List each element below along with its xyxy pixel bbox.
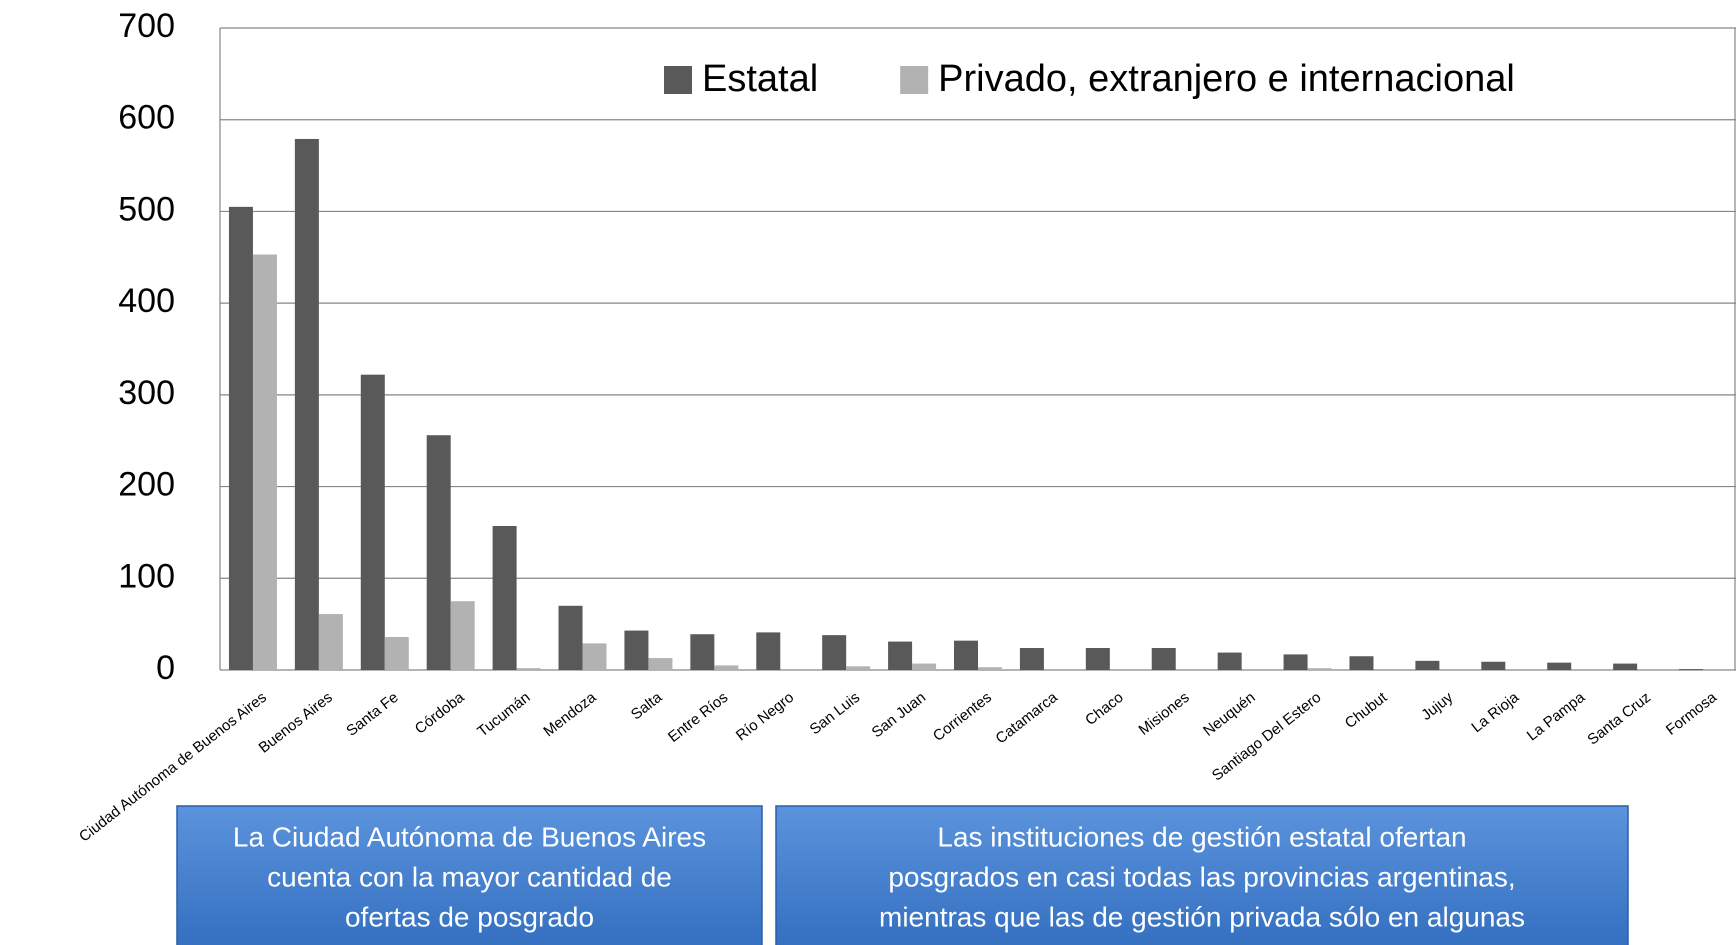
- bar: [1679, 669, 1704, 670]
- x-tick-label: Santa Fe: [343, 689, 401, 740]
- bar: [492, 526, 517, 670]
- bar: [516, 668, 541, 670]
- annotation-text: La Ciudad Autónoma de Buenos Aires: [233, 821, 706, 852]
- bar: [954, 640, 978, 670]
- legend-label: Privado, extranjero e internacional: [938, 58, 1515, 100]
- annotation-text: mientras que las de gestión privada sólo…: [879, 901, 1525, 932]
- annotation-text: posgrados en casi todas las provincias a…: [888, 861, 1515, 892]
- y-tick-label: 200: [118, 466, 175, 504]
- x-tick-label: Catamarca: [993, 688, 1062, 747]
- x-tick-label: Jujuy: [1418, 689, 1456, 724]
- bar: [1613, 663, 1638, 670]
- bar: [648, 658, 673, 670]
- x-tick-label: Chaco: [1082, 689, 1127, 729]
- y-tick-label: 500: [118, 190, 175, 228]
- bar: [978, 667, 1002, 670]
- bar: [426, 435, 451, 670]
- bar: [558, 605, 583, 670]
- y-tick-label: 400: [118, 282, 175, 320]
- x-tick-label: Neuquén: [1200, 689, 1258, 740]
- y-tick-label: 700: [118, 7, 175, 45]
- x-tick-label: Entre Ríos: [665, 689, 731, 746]
- y-tick-label: 100: [118, 557, 175, 595]
- bar: [450, 601, 475, 670]
- bar: [912, 663, 937, 670]
- x-tick-label: La Pampa: [1524, 688, 1589, 744]
- bar: [318, 614, 343, 670]
- annotation-text: ofertas de posgrado: [345, 901, 594, 932]
- bar: [1217, 652, 1242, 670]
- bar: [714, 665, 739, 670]
- annotation-text: cuenta con la mayor cantidad de: [267, 861, 672, 892]
- bar: [1547, 662, 1572, 670]
- bar: [1481, 661, 1506, 670]
- x-tick-label: Santa Cruz: [1584, 689, 1654, 749]
- bar: [360, 374, 385, 670]
- bar: [1415, 660, 1440, 670]
- bar: [384, 636, 409, 670]
- bar: [888, 641, 913, 670]
- x-tick-label: Mendoza: [540, 688, 600, 740]
- bar: [822, 635, 847, 670]
- bar: [1307, 668, 1332, 670]
- bar: [294, 138, 319, 670]
- x-tick-label: San Juan: [869, 689, 929, 741]
- x-tick-label: Salta: [628, 688, 666, 723]
- x-tick-label: Río Negro: [733, 689, 797, 744]
- annotation-text: Las instituciones de gestión estatal ofe…: [937, 821, 1466, 852]
- legend-swatch: [664, 66, 692, 94]
- x-tick-label: San Luis: [807, 689, 863, 738]
- bar: [690, 634, 715, 670]
- bar: [756, 632, 781, 670]
- legend-label: Estatal: [702, 58, 818, 100]
- x-tick-label: Tucumán: [474, 689, 533, 741]
- x-tick-label: Santiago Del Estero: [1209, 689, 1325, 785]
- x-tick-label: Córdoba: [412, 688, 468, 737]
- x-tick-label: Misiones: [1136, 689, 1193, 739]
- bar: [846, 666, 871, 670]
- y-tick-label: 300: [118, 374, 175, 412]
- y-tick-label: 0: [156, 649, 175, 687]
- bar: [1151, 647, 1176, 670]
- x-tick-label: La Rioja: [1468, 688, 1522, 736]
- x-tick-label: Corrientes: [930, 689, 995, 745]
- x-tick-label: Chubut: [1342, 688, 1391, 732]
- legend-swatch: [900, 66, 929, 94]
- y-tick-label: 600: [118, 99, 175, 137]
- bar: [1085, 647, 1110, 670]
- bar: [582, 643, 607, 670]
- bar: [1283, 654, 1308, 670]
- bar: [624, 630, 649, 670]
- bar: [1349, 656, 1374, 670]
- annotation-box: [775, 805, 1629, 945]
- annotation-box: [176, 805, 763, 945]
- bar: [228, 206, 253, 671]
- x-tick-label: Buenos Aires: [256, 689, 336, 757]
- x-tick-label: Formosa: [1663, 688, 1721, 738]
- bar: [252, 254, 277, 670]
- bar: [1019, 647, 1044, 670]
